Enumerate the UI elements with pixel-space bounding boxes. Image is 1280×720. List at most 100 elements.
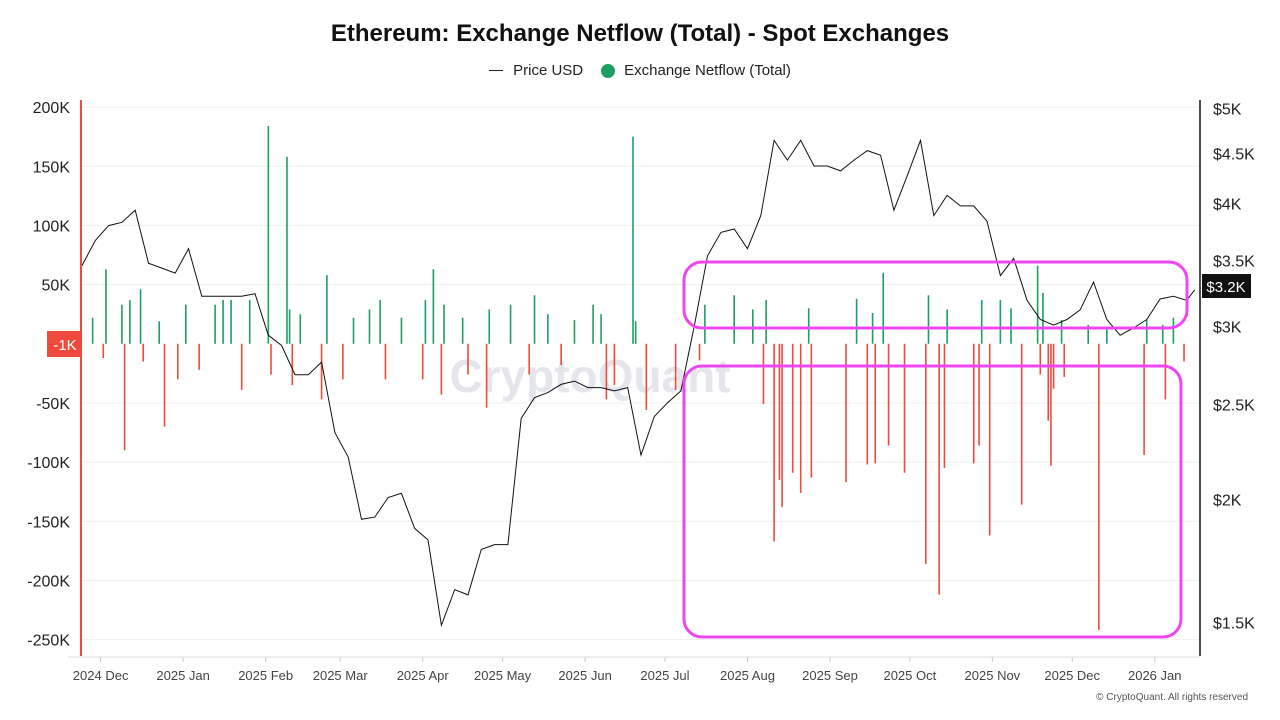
x-tick-label: 2025 May [474, 668, 532, 683]
netflow-bar-inflow [214, 304, 216, 344]
netflow-bar-outflow [978, 343, 980, 446]
x-tick-label: 2026 Jan [1128, 668, 1182, 683]
right-tick-label: $5K [1213, 101, 1242, 118]
x-tick-label: 2025 Mar [313, 668, 369, 683]
netflow-bar-outflow [320, 343, 323, 400]
netflow-bar-inflow [129, 299, 131, 344]
price-line [81, 138, 1196, 628]
netflow-bar-inflow [424, 299, 427, 344]
netflow-bar-outflow [123, 343, 126, 451]
netflow-bar-outflow [1063, 343, 1066, 377]
netflow-bar-inflow [91, 317, 94, 344]
netflow-bar-inflow [999, 299, 1002, 344]
netflow-bar-outflow [903, 343, 906, 473]
legend-price-label[interactable]: Price USD [513, 62, 584, 79]
x-tick-label: 2025 Jan [156, 668, 210, 683]
netflow-bar-inflow [158, 321, 160, 344]
x-tick-label: 2024 Dec [73, 668, 129, 683]
netflow-bar-outflow [1183, 343, 1185, 362]
netflow-bar-inflow [573, 320, 576, 344]
right-tick-label: $3.5K [1213, 254, 1255, 271]
netflow-bar-outflow [270, 343, 272, 375]
left-tick-label: 100K [33, 218, 71, 235]
netflow-bar-outflow [762, 343, 765, 405]
netflow-bar-outflow [560, 343, 562, 366]
netflow-bar-outflow [866, 343, 869, 465]
netflow-bar-outflow [845, 343, 847, 483]
gridlines [82, 106, 1200, 641]
netflow-bar-outflow [240, 343, 243, 390]
left-axis-ticks: 200K 150K 100K 50K -50K -100K -150K -200K -250K [27, 100, 70, 650]
left-tick-label: 200K [33, 100, 71, 117]
right-axis-ticks: $5K $4.5K $4K $3.5K $3K $2.5K $2K $1.5K [1213, 101, 1255, 632]
netflow-bar-inflow [443, 304, 445, 344]
netflow-bar-inflow [855, 298, 858, 344]
right-tick-label: $4.5K [1213, 146, 1255, 163]
netflow-bar-outflow [291, 343, 294, 386]
netflow-bar-inflow [592, 304, 594, 344]
right-tick-label: $2.5K [1213, 397, 1255, 414]
netflow-bar-outflow [810, 343, 813, 478]
netflow-bar-outflow [943, 343, 946, 469]
highlight-box-inflow [682, 260, 1189, 330]
netflow-bar-outflow [163, 343, 166, 427]
netflow-bar-outflow [938, 343, 940, 595]
netflow-bar-inflow [1106, 329, 1108, 344]
netflow-bar-inflow [121, 304, 123, 344]
netflow-bar-outflow [698, 343, 701, 361]
netflow-bar-outflow [467, 343, 469, 375]
netflow-bar-outflow [972, 343, 975, 464]
netflow-bar-outflow [198, 343, 200, 370]
netflow-bar-outflow [781, 343, 783, 508]
netflow-bar-outflow [342, 343, 344, 380]
netflow-bar-outflow [773, 343, 775, 542]
netflow-bar-inflow [400, 317, 403, 344]
netflow-bar-inflow [222, 299, 224, 344]
netflow-bar-inflow [882, 272, 885, 344]
copyright: © CryptoQuant. All rights reserved [1096, 692, 1248, 703]
netflow-bar-outflow [645, 343, 648, 411]
netflow-bar-outflow [102, 343, 105, 358]
netflow-bar-inflow [432, 269, 435, 344]
netflow-bar-outflow [528, 343, 530, 375]
netflow-bar-inflow [1087, 324, 1089, 344]
legend-netflow-dot-icon [601, 63, 616, 78]
left-tick-label: -250K [27, 633, 70, 650]
netflow-bar-inflow [461, 317, 464, 344]
left-tick-label: 150K [33, 159, 71, 176]
netflow-current-badge [47, 331, 82, 357]
legend-price-line-icon [489, 70, 504, 71]
right-tick-label: $1.5K [1213, 615, 1255, 632]
netflow-bar-inflow [765, 299, 767, 344]
netflow-bar-outflow [142, 343, 145, 362]
netflow-bar-outflow [778, 343, 781, 480]
netflow-bar-inflow [230, 299, 232, 344]
netflow-bar-inflow [704, 304, 706, 344]
netflow-bar-outflow [1039, 343, 1042, 375]
legend-netflow-label[interactable]: Exchange Netflow (Total) [624, 62, 791, 79]
netflow-bar-outflow [485, 343, 488, 408]
netflow-bar-inflow [248, 299, 251, 344]
netflow-bar-inflow [368, 309, 371, 344]
netflow-bar-outflow [925, 343, 927, 564]
x-axis-ticks: 2024 Dec 2025 Jan 2025 Feb 2025 Mar 2025 Apr… [73, 657, 1182, 683]
right-tick-label: $4K [1213, 197, 1242, 214]
x-tick-label: 2025 Sep [802, 668, 858, 683]
netflow-bar-outflow [1143, 343, 1145, 456]
left-tick-label: -150K [27, 514, 70, 531]
netflow-bar-inflow [547, 314, 549, 344]
x-tick-label: 2025 Jul [640, 668, 689, 683]
x-tick-label: 2025 Oct [883, 668, 936, 683]
netflow-bar-outflow [874, 343, 877, 464]
netflow-bar-inflow [509, 304, 512, 344]
netflow-bar-inflow [533, 295, 536, 344]
chart-title: Ethereum: Exchange Netflow (Total) - Spo… [330, 20, 950, 47]
netflow-bar-outflow [1164, 343, 1167, 400]
netflow-bar-outflow [674, 343, 677, 390]
right-tick-label: $2K [1213, 493, 1242, 510]
x-tick-label: 2025 Aug [720, 668, 775, 683]
netflow-bar-inflow [807, 308, 810, 344]
netflow-bar-inflow [927, 295, 930, 344]
left-tick-label: -100K [27, 455, 70, 472]
